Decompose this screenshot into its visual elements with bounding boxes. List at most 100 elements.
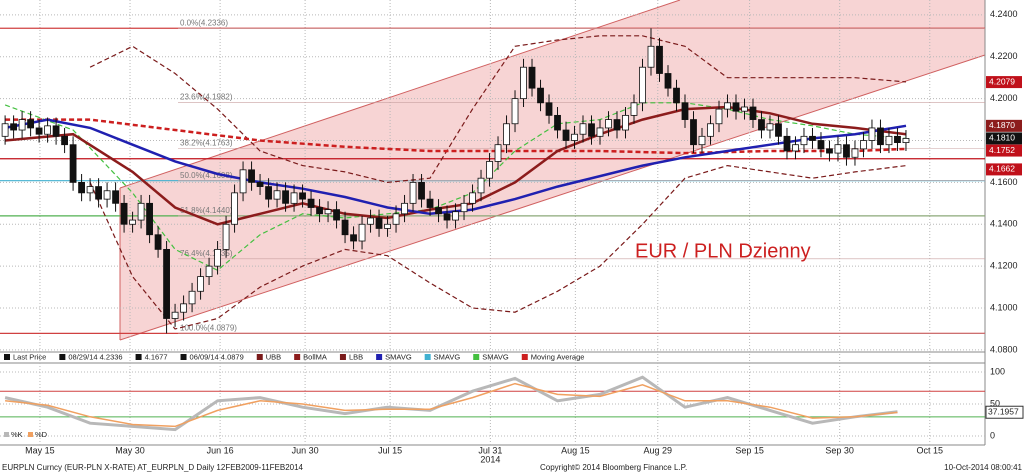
candle-body xyxy=(61,135,68,146)
candle-body xyxy=(188,290,196,305)
candle-body xyxy=(851,148,859,158)
price-tag xyxy=(986,119,1022,132)
legend-swatch xyxy=(256,354,263,360)
legend-label: BollMA xyxy=(303,352,327,361)
y-tick-label: 4.1400 xyxy=(990,219,1018,229)
candle-body xyxy=(358,223,366,242)
candle-body xyxy=(698,135,706,146)
candle-body xyxy=(800,135,808,146)
legend-label: Moving Average xyxy=(531,352,585,361)
candle-body xyxy=(792,144,799,152)
candle-body xyxy=(239,169,247,194)
candle-body xyxy=(214,248,221,267)
candle-body xyxy=(520,66,527,100)
legend-label: 08/29/14 4.2336 xyxy=(68,352,122,361)
candle-body xyxy=(129,219,136,225)
legend-label: UBB xyxy=(266,352,281,361)
y-tick-label: 4.2200 xyxy=(990,51,1018,61)
x-tick-label: May 30 xyxy=(115,445,145,455)
candle-body xyxy=(290,192,298,204)
candle-body xyxy=(715,108,723,125)
candle-body xyxy=(112,190,119,204)
price-tag xyxy=(986,163,1022,176)
fib-label: 100.0%(4.0879) xyxy=(180,323,237,332)
candle-body xyxy=(95,186,102,200)
trend-channel xyxy=(120,0,985,340)
candle-body xyxy=(197,276,204,292)
candle-body xyxy=(571,133,578,141)
candle-body xyxy=(384,223,391,229)
legend-swatch xyxy=(59,354,66,360)
candle-body xyxy=(817,140,825,150)
footer-right: 10-Oct-2014 08:00:41 xyxy=(944,463,1022,472)
fib-label: 0.0%(4.2336) xyxy=(180,18,228,27)
candle-body xyxy=(341,219,349,236)
candle-body xyxy=(868,127,876,141)
candle-body xyxy=(27,119,34,129)
candle-body xyxy=(690,119,697,146)
x-tick-label: Jun 16 xyxy=(207,445,234,455)
candle-body xyxy=(163,248,170,319)
legend-label: SMAVG xyxy=(482,352,509,361)
price-tag-label: 37.1957 xyxy=(988,406,1019,416)
candle-body xyxy=(622,114,629,131)
candle-body xyxy=(222,223,230,250)
candle-body xyxy=(367,217,374,225)
candle-body xyxy=(282,190,289,204)
x-tick-label: Aug 29 xyxy=(644,445,673,455)
candle-body xyxy=(758,119,765,131)
candle-body xyxy=(826,148,833,154)
legend-label: Last Price xyxy=(13,352,46,361)
legend-swatch xyxy=(376,354,383,360)
indicator-line xyxy=(89,164,907,330)
candle-body xyxy=(333,209,340,221)
candle-body xyxy=(350,234,357,242)
legend-swatch xyxy=(294,354,301,360)
x-tick-label: May 15 xyxy=(25,445,55,455)
legend-label: SMAVG xyxy=(434,352,461,361)
legend-swatch xyxy=(180,354,187,360)
x-tick-label: Sep 15 xyxy=(735,445,764,455)
legend-label: LBB xyxy=(349,352,363,361)
legend-swatch xyxy=(4,432,9,437)
candle-body xyxy=(554,114,561,131)
candle-body xyxy=(860,140,867,150)
legend-swatch xyxy=(135,354,142,360)
y-tick-label: 4.1200 xyxy=(990,261,1018,271)
candle-body xyxy=(154,234,162,250)
candle-body xyxy=(809,135,816,141)
candle-body xyxy=(409,181,417,204)
legend-label: 4.1677 xyxy=(145,352,168,361)
y-tick-label: 4.0800 xyxy=(990,344,1018,354)
x-tick-label: Aug 15 xyxy=(561,445,590,455)
candle-body xyxy=(664,73,672,89)
candle-body xyxy=(783,135,791,152)
candle-body xyxy=(137,202,145,221)
y-tick-label: 0 xyxy=(990,430,995,440)
candle-body xyxy=(724,102,731,110)
candle-body xyxy=(256,181,264,187)
candle-body xyxy=(273,190,281,200)
layer: 4.08004.10004.12004.14004.16004.18004.20… xyxy=(0,0,1024,464)
price-tag xyxy=(985,405,1024,419)
candle-body xyxy=(639,66,646,104)
y-tick-label: 4.1600 xyxy=(990,177,1018,187)
candle-body xyxy=(460,202,468,213)
y-tick-label: 50 xyxy=(990,398,1000,408)
candle-body xyxy=(443,213,451,221)
candle-body xyxy=(613,119,621,131)
candle-body xyxy=(681,102,689,120)
candle-body xyxy=(477,177,485,194)
candle-body xyxy=(401,202,408,215)
candle-body xyxy=(656,45,663,74)
legend-swatch xyxy=(339,354,346,360)
candle-body xyxy=(120,202,128,225)
legend-swatch xyxy=(424,354,431,360)
candle-body xyxy=(749,106,757,120)
candle-body xyxy=(511,98,519,125)
candle-body xyxy=(78,181,85,194)
candle-body xyxy=(894,135,901,144)
candle-body xyxy=(265,186,272,200)
candle-body xyxy=(775,123,782,137)
candle-body xyxy=(392,213,400,225)
